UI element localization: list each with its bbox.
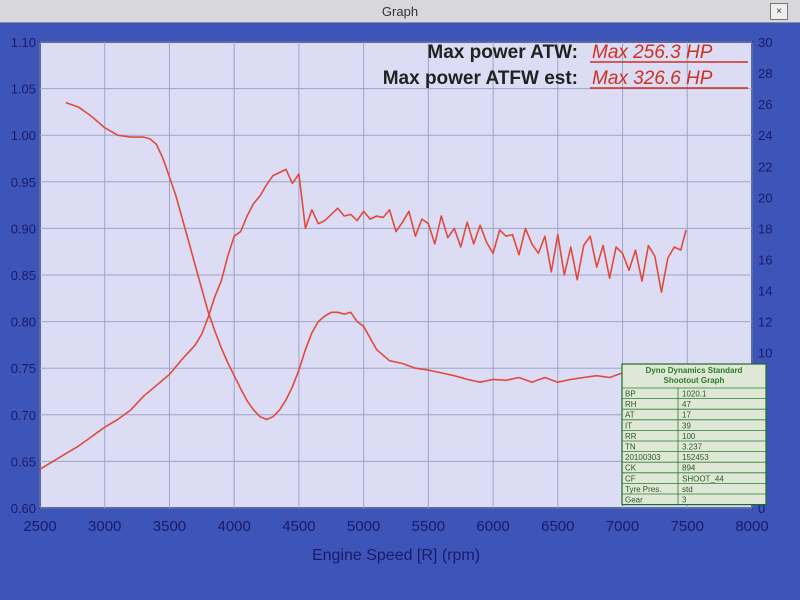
- y-left-tick-label: 1.10: [11, 35, 36, 50]
- info-table-value: std: [682, 485, 693, 494]
- annotation-label: Max power ATW:: [427, 42, 578, 63]
- y-right-tick-label: 22: [758, 159, 772, 174]
- info-table-value: 100: [682, 432, 696, 441]
- info-table-key: AT: [625, 411, 635, 420]
- info-table: [621, 363, 767, 506]
- annotation-value: Max 326.6 HP: [592, 68, 713, 89]
- series-line-right-axis: [39, 168, 687, 470]
- x-tick-label: 6500: [541, 518, 574, 535]
- info-table-value: 152453: [682, 453, 709, 462]
- info-table-key: IT: [625, 421, 632, 430]
- series-line-left-axis: [65, 101, 685, 421]
- info-table-key: Tyre Pres.: [625, 485, 661, 494]
- info-table-value: 3.237: [682, 443, 703, 452]
- x-tick-label: 3500: [153, 518, 186, 535]
- window-titlebar: Graph ×: [0, 0, 800, 23]
- y-right-tick-label: 16: [758, 252, 772, 267]
- info-table-key: RH: [625, 400, 637, 409]
- info-table-value: 47: [682, 400, 691, 409]
- y-left-tick-label: 1.00: [11, 128, 36, 143]
- y-right-tick-label: 30: [758, 35, 772, 50]
- y-left-tick-label: 1.05: [11, 82, 36, 97]
- close-icon[interactable]: ×: [770, 3, 788, 20]
- x-tick-label: 5500: [412, 518, 445, 535]
- x-tick-label: 3000: [88, 518, 121, 535]
- x-tick-label: 2500: [23, 518, 56, 535]
- y-left-tick-label: 0.90: [11, 221, 36, 236]
- y-right-tick-label: 28: [758, 66, 772, 81]
- y-left-tick-label: 0.80: [11, 315, 36, 330]
- y-left-tick-label: 0.85: [11, 268, 36, 283]
- annotation-label: Max power ATFW est:: [383, 68, 578, 89]
- info-table-title: Shootout Graph: [664, 376, 725, 385]
- x-tick-label: 6000: [476, 518, 509, 535]
- info-table-key: BP: [625, 390, 636, 399]
- window-title: Graph: [381, 4, 419, 19]
- info-table-value: 17: [682, 411, 691, 420]
- y-right-tick-label: 26: [758, 97, 772, 112]
- info-table-value: 1020.1: [682, 390, 707, 399]
- x-tick-label: 7000: [606, 518, 639, 535]
- y-right-tick-label: 0: [758, 501, 765, 516]
- x-tick-label: 7500: [671, 518, 704, 535]
- info-table-key: CK: [625, 464, 637, 473]
- info-table-title: Dyno Dynamics Standard: [646, 366, 743, 375]
- info-table-key: 20100303: [625, 453, 661, 462]
- info-table-key: RR: [625, 432, 637, 441]
- y-left-tick-label: 0.75: [11, 361, 36, 376]
- y-right-tick-label: 12: [758, 315, 772, 330]
- y-left-tick-label: 0.95: [11, 175, 36, 190]
- dyno-chart: 2500 3000 3500 4000 4500 5000 5500 6000 6500 7000…: [11, 35, 773, 564]
- y-right-tick-label: 18: [758, 221, 772, 236]
- y-left-tick-label: 0.70: [11, 408, 36, 423]
- info-table-key: Gear: [625, 496, 643, 505]
- info-table-value: SHOOT_44: [682, 474, 724, 483]
- y-right-tick-label: 14: [758, 284, 772, 299]
- info-table-key: CF: [625, 474, 636, 483]
- y-left-tick-label: 0.60: [11, 501, 36, 516]
- x-axis-label: Engine Speed [R] (rpm): [312, 547, 480, 564]
- info-table-value: 894: [682, 464, 696, 473]
- info-table-value: 3: [682, 496, 687, 505]
- y-left-tick-label: 0.65: [11, 454, 36, 469]
- info-table-value: 39: [682, 421, 691, 430]
- x-tick-label: 8000: [735, 518, 768, 535]
- x-tick-label: 4500: [282, 518, 315, 535]
- x-tick-label: 4000: [217, 518, 250, 535]
- y-right-tick-label: 24: [758, 128, 772, 143]
- y-right-tick-label: 20: [758, 190, 772, 205]
- annotation-value: Max 256.3 HP: [592, 42, 713, 63]
- info-table-key: TN: [625, 443, 636, 452]
- x-tick-label: 5000: [347, 518, 380, 535]
- y-right-tick-label: 10: [758, 346, 772, 361]
